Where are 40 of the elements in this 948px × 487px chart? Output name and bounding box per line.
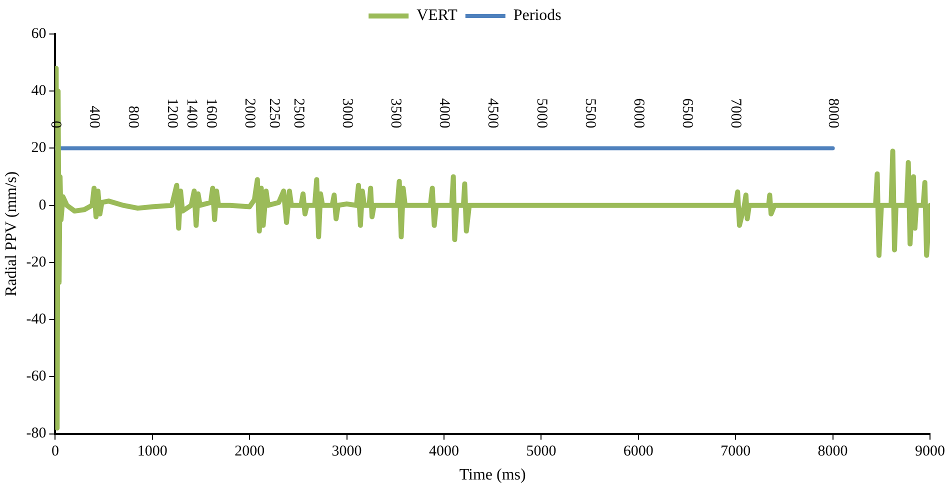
annotation: 7000	[728, 98, 744, 128]
legend-label: VERT	[416, 7, 458, 24]
y-tick-label: -20	[26, 254, 46, 270]
annotation: 6000	[630, 98, 646, 128]
annotation: 8000	[824, 98, 841, 128]
y-tick-label: 0	[38, 197, 46, 214]
x-tick-label: 0	[51, 444, 59, 460]
legend-label: Periods	[513, 7, 562, 24]
x-tick-label: 6000	[623, 444, 654, 460]
annotation: 5500	[582, 98, 598, 128]
annotation: 6500	[679, 98, 696, 128]
x-tick-label: 5000	[526, 444, 556, 460]
x-axis-title: Time (ms)	[459, 466, 526, 484]
annotation: 400	[86, 106, 102, 128]
y-tick-label: 60	[31, 26, 46, 42]
y-tick-label: 40	[31, 83, 46, 100]
y-tick-label: -80	[26, 426, 46, 442]
y-axis-title: Radial PPV (mm/s)	[2, 171, 20, 296]
x-tick-label: 2000	[234, 444, 265, 460]
annotation: 1400	[183, 98, 200, 128]
annotation: 800	[125, 106, 142, 128]
annotation: 4000	[436, 98, 452, 128]
x-tick-label: 9000	[915, 444, 945, 460]
annotation: 1600	[202, 98, 219, 128]
x-tick-label: 8000	[818, 444, 848, 460]
y-tick-label: -40	[26, 312, 46, 328]
x-tick-label: 3000	[332, 444, 362, 460]
y-tick-label: -60	[26, 368, 46, 385]
x-tick-label: 7000	[720, 444, 751, 460]
annotation: 3000	[338, 98, 355, 128]
annotation: 2000	[242, 98, 258, 128]
annotation: 2500	[290, 98, 306, 128]
x-tick-label: 1000	[137, 444, 168, 460]
annotation: 1200	[164, 98, 180, 128]
y-tick-label: 20	[31, 140, 46, 156]
annotation: 3500	[387, 98, 404, 128]
annotation: 2250	[266, 98, 282, 128]
annotation: 5000	[533, 98, 550, 128]
annotation: 4500	[484, 98, 501, 128]
x-tick-label: 4000	[428, 444, 459, 460]
